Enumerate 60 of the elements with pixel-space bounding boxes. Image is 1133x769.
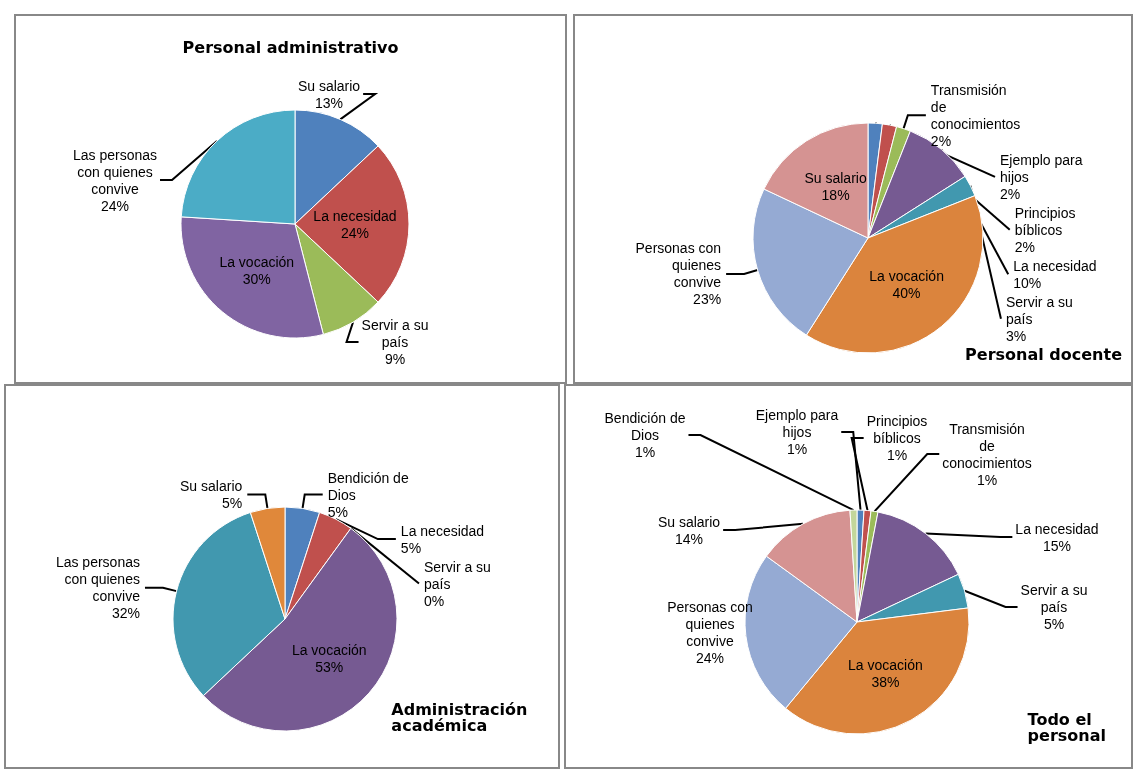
data-label: 2%	[930, 132, 952, 149]
data-label: 24%	[695, 649, 725, 666]
text: Todo el personal	[1027, 709, 1107, 745]
slice-label: Las personas con quienes convive	[72, 146, 158, 197]
data-label: 2%	[1014, 238, 1035, 255]
slice-label: La vocación	[848, 657, 923, 674]
slice-label: La vocación	[219, 253, 295, 270]
slice-label: La necesidad	[400, 522, 485, 539]
data-label: 18%	[821, 187, 850, 204]
slice-label: Personas con quienes convive	[635, 240, 722, 291]
slice-label: La necesidad	[1013, 257, 1097, 274]
chart-title: Personal administrativo	[182, 37, 399, 57]
data-label: 5%	[400, 539, 422, 556]
slice-label: Su salario	[804, 170, 867, 187]
data-label: 1%	[786, 441, 808, 457]
slice-label: Transmisión de conocimientos	[942, 420, 1032, 471]
data-label: 3%	[1005, 327, 1027, 344]
data-label: 15%	[1042, 537, 1072, 554]
slice-label: La necesidad	[1015, 520, 1099, 537]
slice-label: Servir a su país	[1020, 582, 1088, 615]
slice-label: La vocación	[291, 641, 367, 658]
data-label: 9%	[384, 351, 406, 367]
data-label: 2%	[1000, 185, 1021, 202]
text: 0%	[423, 592, 445, 609]
data-label: 5%	[222, 495, 243, 512]
data-label: 5%	[1043, 616, 1065, 632]
data-label: 13%	[314, 94, 344, 111]
data-label: 10%	[1013, 274, 1042, 291]
data-label: 24%	[100, 197, 130, 214]
data-label: 32%	[111, 605, 140, 622]
data-label: 24%	[340, 224, 370, 241]
data-label: 1%	[976, 471, 998, 488]
data-label: 30%	[242, 270, 271, 287]
slice-label: La necesidad	[313, 207, 397, 224]
slice-label: Ejemplo para hijos	[1000, 151, 1083, 185]
text: Administración académica	[391, 699, 534, 735]
slice-label: Servir a su país	[361, 317, 429, 350]
slice-label: Ejemplo para hijos	[755, 407, 839, 440]
slice-label: Transmisión de conocimientos	[930, 81, 1021, 132]
slice-label: Bendición de Dios	[327, 469, 409, 503]
slice-label: Su salario	[180, 478, 243, 495]
slice-label: Las personas con quienes convive	[55, 554, 141, 605]
data-label: 40%	[892, 285, 921, 302]
data-label: 1%	[886, 447, 908, 463]
slice-label: Personas con quienes convive	[667, 598, 753, 649]
data-label: 5%	[327, 503, 348, 520]
data-label: 38%	[871, 674, 900, 691]
data-label: 23%	[693, 291, 722, 308]
slice-label: Su salario	[657, 513, 721, 530]
slice-label: Principios bíblicos	[866, 413, 928, 446]
data-label: 53%	[315, 658, 344, 675]
slice-label: Bendición de Dios	[604, 410, 686, 443]
data-label: 14%	[674, 530, 704, 547]
data-label: 1%	[634, 444, 656, 460]
slice-label: Principios bíblicos	[1014, 204, 1076, 238]
slice-label: Su salario	[297, 77, 361, 94]
text: Personal docente	[965, 344, 1123, 364]
category-label: Servir a su país	[423, 558, 491, 592]
slice-label: La vocación	[869, 268, 944, 285]
slice-label: Servir a su país	[1005, 293, 1073, 327]
